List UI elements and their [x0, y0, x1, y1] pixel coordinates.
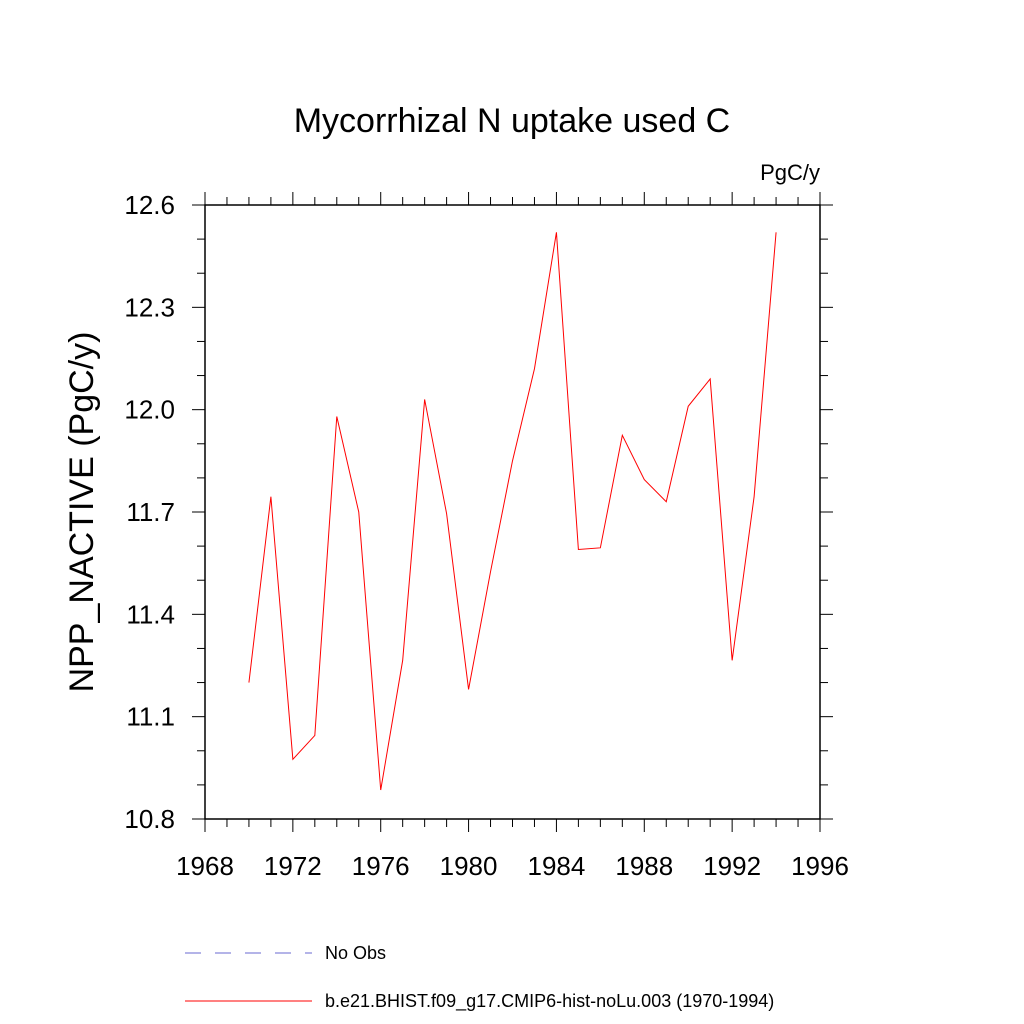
y-tick-label: 11.1 — [126, 702, 175, 732]
y-tick-label: 12.6 — [124, 190, 175, 220]
legend: No Obs b.e21.BHIST.f09_g17.CMIP6-hist-no… — [185, 943, 774, 1012]
x-tick-label: 1980 — [440, 851, 498, 881]
units-label: PgC/y — [760, 160, 820, 185]
y-axis-label: NPP_NACTIVE (PgC/y) — [63, 332, 101, 693]
axis-ticks — [192, 192, 833, 832]
x-tick-label: 1992 — [703, 851, 761, 881]
x-tick-label: 1984 — [528, 851, 586, 881]
x-tick-label: 1996 — [791, 851, 849, 881]
y-tick-label: 11.7 — [126, 497, 175, 527]
y-tick-label: 11.4 — [126, 599, 175, 629]
series-group — [248, 232, 777, 791]
tick-labels: 1968 1972 1976 1980 1984 1988 1992 1996 10.8 11.1… — [124, 190, 849, 881]
legend-label-no-obs: No Obs — [325, 943, 386, 963]
y-tick-label: 12.3 — [124, 292, 175, 322]
x-tick-label: 1968 — [176, 851, 234, 881]
y-tick-label: 12.0 — [124, 395, 175, 425]
legend-label-model: b.e21.BHIST.f09_g17.CMIP6-hist-noLu.003 … — [325, 991, 774, 1012]
series-line — [248, 232, 777, 791]
x-tick-label: 1976 — [352, 851, 410, 881]
chart-title: Mycorrhizal N uptake used C — [294, 102, 731, 140]
x-tick-label: 1988 — [615, 851, 673, 881]
plot-frame — [204, 204, 821, 820]
x-tick-label: 1972 — [264, 851, 322, 881]
y-tick-label: 10.8 — [124, 804, 175, 834]
